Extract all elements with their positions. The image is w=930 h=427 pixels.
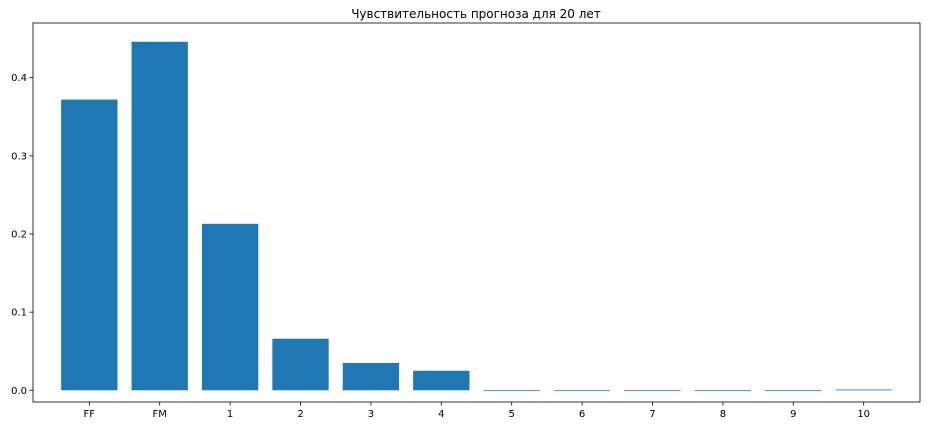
bar-5 <box>483 390 540 392</box>
x-tick-label: 7 <box>649 409 655 420</box>
y-tick-label: 0.0 <box>11 386 27 397</box>
chart-title: Чувствительность прогноза для 20 лет <box>351 7 601 21</box>
bars-group <box>61 41 892 392</box>
x-axis-ticks: FF FM 1 2 3 4 5 6 7 8 9 10 <box>84 402 870 420</box>
x-tick-label: 1 <box>227 409 233 420</box>
bar-1 <box>201 223 259 391</box>
y-tick-label: 0.4 <box>11 73 27 84</box>
x-tick-label: 10 <box>857 409 870 420</box>
bar-2 <box>272 338 329 391</box>
y-tick-label: 0.2 <box>11 229 27 240</box>
bar-6 <box>553 390 611 392</box>
y-axis-ticks: 0.0 0.1 0.2 0.3 0.4 <box>11 73 33 397</box>
x-tick-label: 6 <box>579 409 585 420</box>
bar-ff <box>61 99 118 391</box>
bar-fm <box>131 41 188 391</box>
bar-7 <box>624 390 681 392</box>
x-tick-label: 4 <box>438 409 444 420</box>
y-tick-label: 0.1 <box>11 308 27 319</box>
x-tick-label: 3 <box>368 409 374 420</box>
x-tick-label: FM <box>153 409 167 420</box>
x-tick-label: 5 <box>509 409 515 420</box>
y-tick-label: 0.3 <box>11 151 27 162</box>
bar-3 <box>342 362 400 391</box>
x-tick-label: 2 <box>297 409 303 420</box>
bar-9 <box>765 390 822 392</box>
bar-10 <box>835 389 892 391</box>
x-tick-label: FF <box>84 409 96 420</box>
bar-8 <box>694 390 752 392</box>
x-tick-label: 9 <box>790 409 796 420</box>
bar-4 <box>413 370 470 391</box>
x-tick-label: 8 <box>720 409 726 420</box>
